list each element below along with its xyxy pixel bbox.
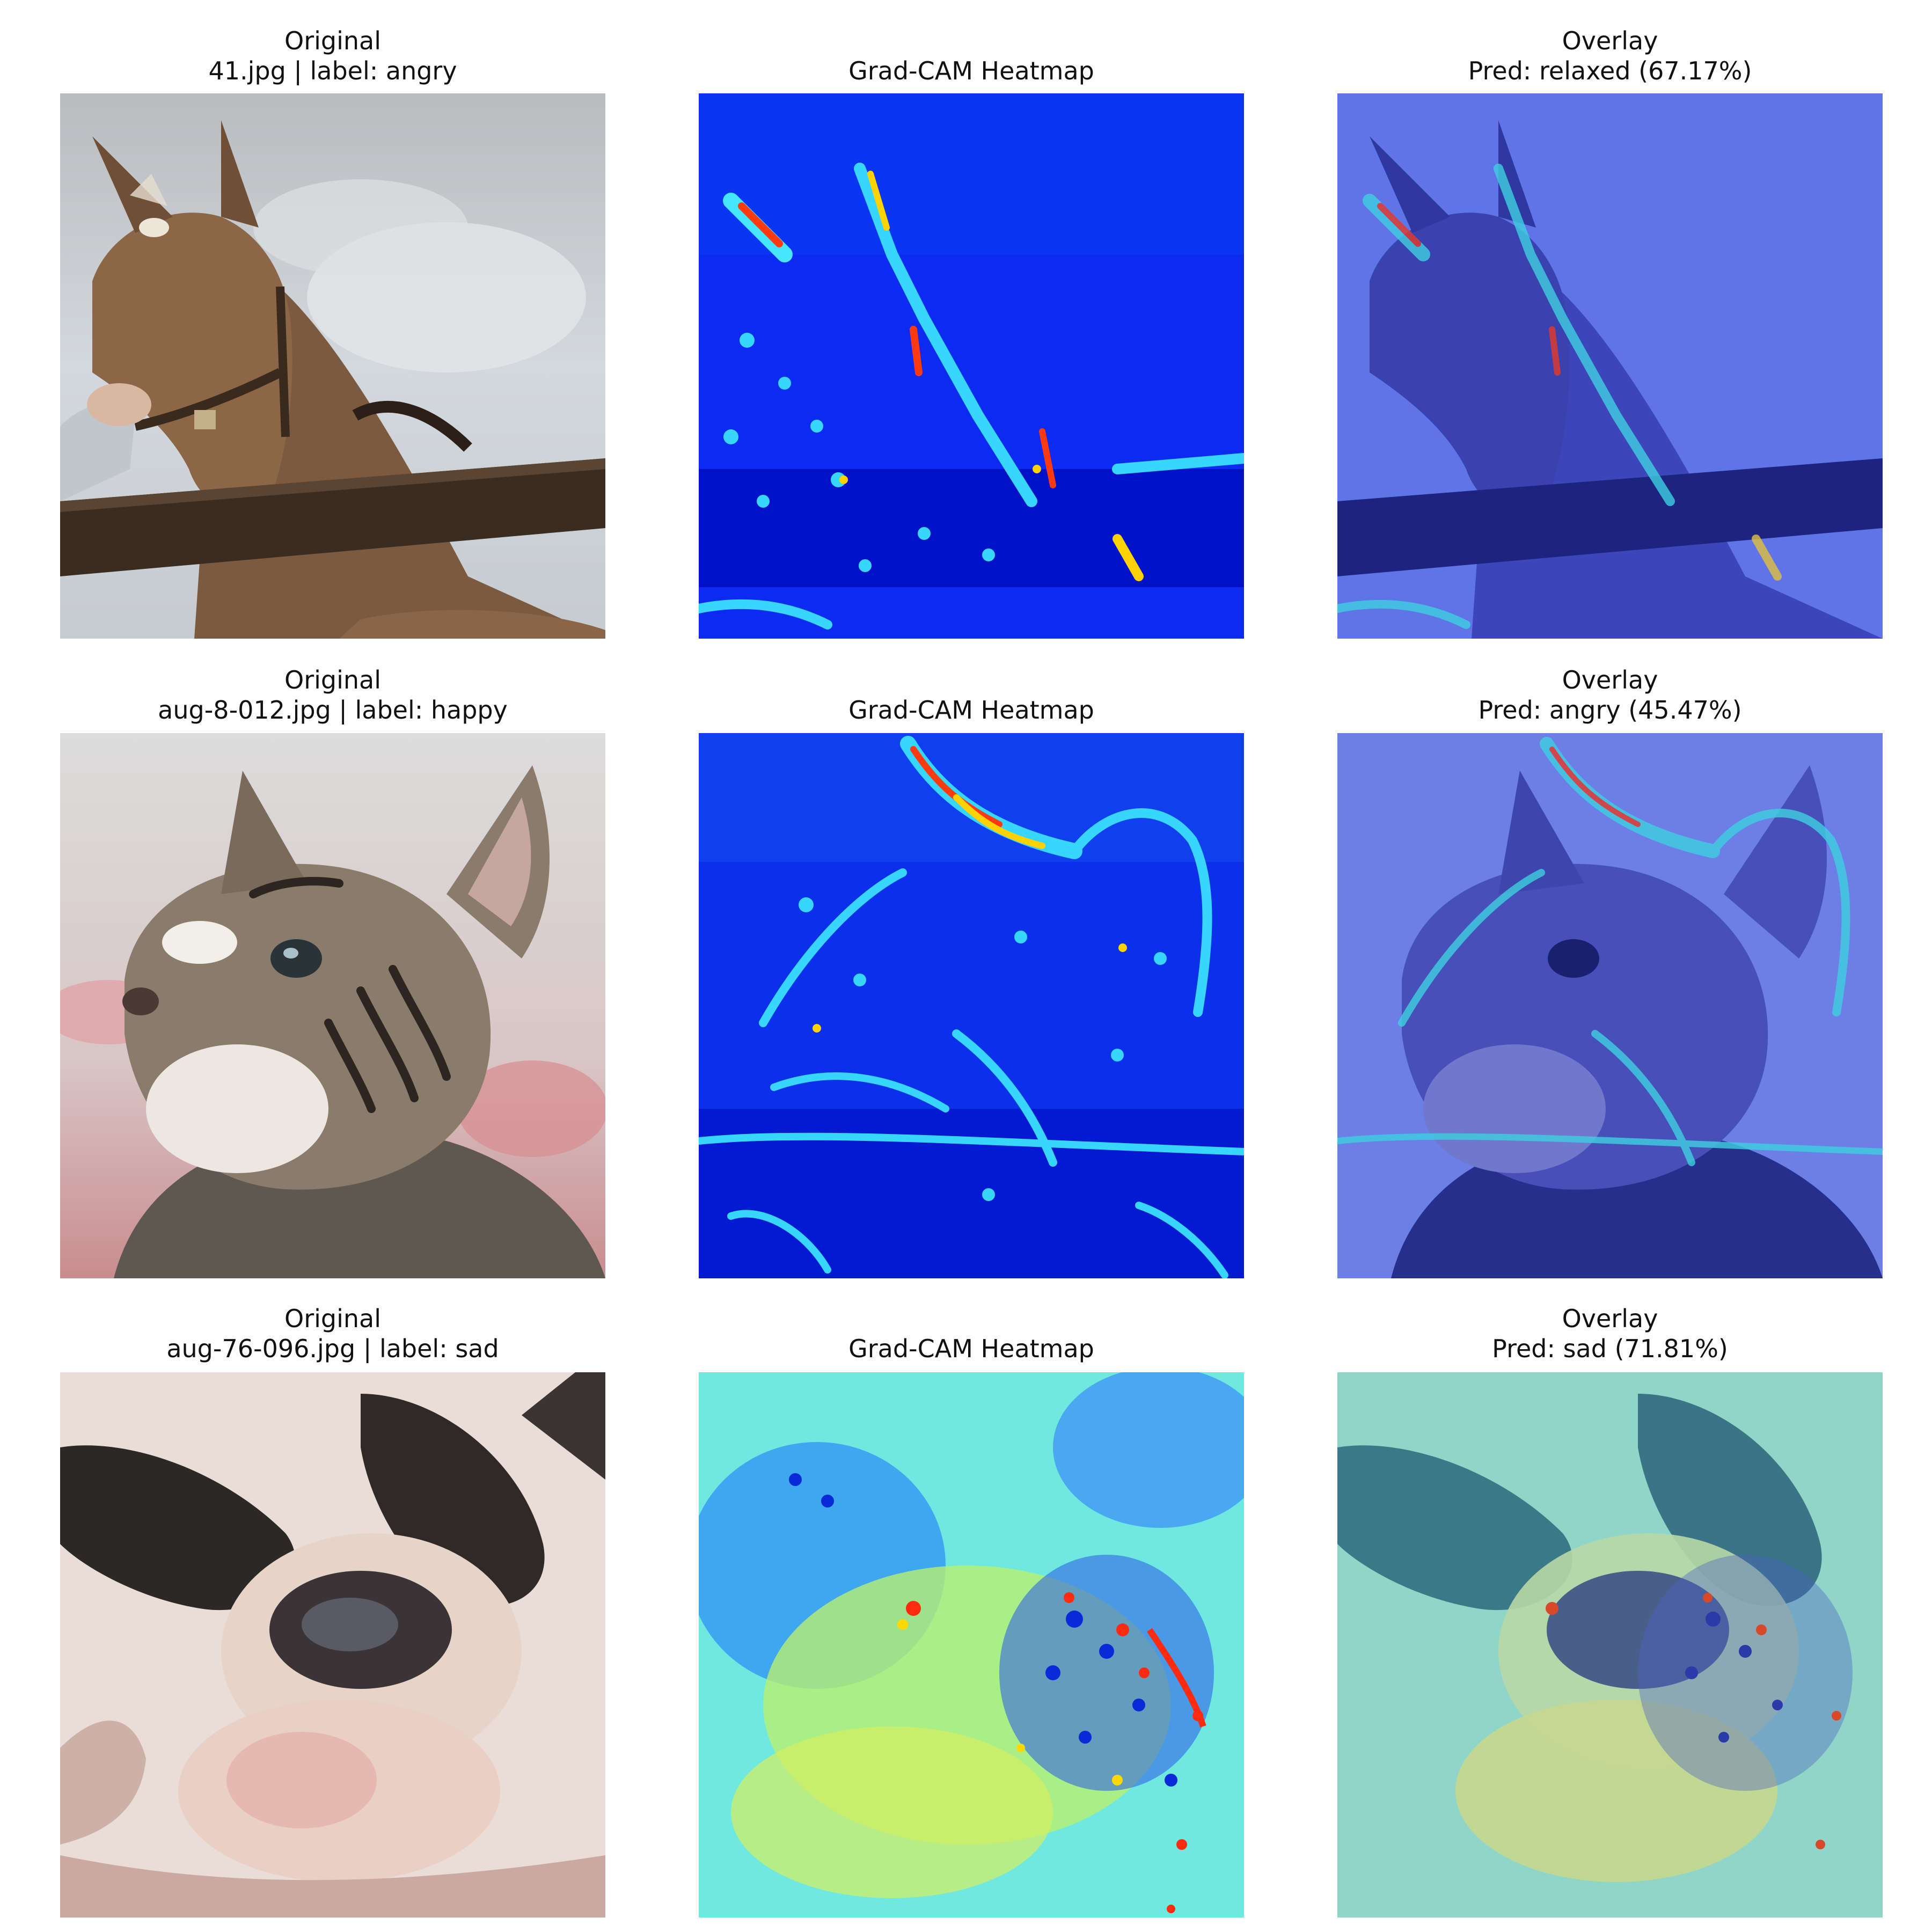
row3-heatmap-title: Grad-CAM Heatmap: [699, 1334, 1244, 1364]
panel-subtitle: Pred: relaxed (67.17%): [1468, 56, 1752, 85]
overlay-horse: [1337, 93, 1883, 639]
panel-title: Original: [284, 665, 381, 694]
panel-title: Grad-CAM Heatmap: [848, 1334, 1094, 1363]
panel-title: Overlay: [1562, 26, 1658, 55]
gradcam-heatmap-horse: [699, 93, 1244, 639]
panel-title: Original: [284, 26, 381, 55]
row2-original-title: Original aug-8-012.jpg | label: happy: [60, 665, 605, 725]
horse-photo: [60, 93, 605, 639]
panel-title: Overlay: [1562, 665, 1658, 694]
row3-overlay-title: Overlay Pred: sad (71.81%): [1337, 1304, 1883, 1364]
panel-subtitle: Pred: angry (45.47%): [1478, 696, 1742, 724]
row3-original-title: Original aug-76-096.jpg | label: sad: [60, 1304, 605, 1364]
row2-heatmap-title: Grad-CAM Heatmap: [699, 695, 1244, 725]
gradcam-heatmap-kitten: [699, 733, 1244, 1278]
panel-subtitle: aug-76-096.jpg | label: sad: [166, 1334, 499, 1363]
panel-subtitle: aug-8-012.jpg | label: happy: [158, 696, 508, 724]
row1-original-title: Original 41.jpg | label: angry: [60, 26, 605, 86]
panel-subtitle: 41.jpg | label: angry: [208, 56, 457, 85]
row1-heatmap-title: Grad-CAM Heatmap: [699, 56, 1244, 86]
overlay-kitten: [1337, 733, 1883, 1278]
panel-title: Overlay: [1562, 1304, 1658, 1333]
row2-overlay-title: Overlay Pred: angry (45.47%): [1337, 665, 1883, 725]
kitten-photo: [60, 733, 605, 1278]
puppy-photo: [60, 1372, 605, 1918]
panel-subtitle: Pred: sad (71.81%): [1492, 1334, 1728, 1363]
panel-title: Original: [284, 1304, 381, 1333]
panel-title: Grad-CAM Heatmap: [848, 56, 1094, 85]
row1-overlay-title: Overlay Pred: relaxed (67.17%): [1337, 26, 1883, 86]
gradcam-heatmap-puppy: [699, 1372, 1244, 1918]
overlay-puppy: [1337, 1372, 1883, 1918]
panel-title: Grad-CAM Heatmap: [848, 696, 1094, 724]
